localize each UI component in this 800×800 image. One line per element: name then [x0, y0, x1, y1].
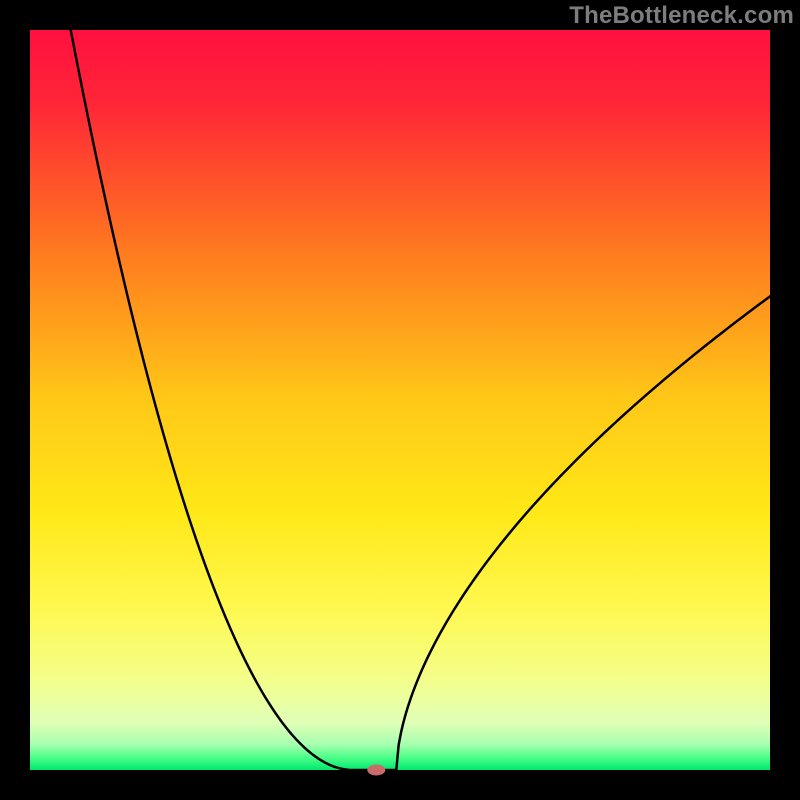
chart-svg [0, 0, 800, 800]
watermark-label: TheBottleneck.com [569, 0, 800, 30]
plot-background [30, 30, 770, 770]
min-marker [367, 765, 385, 776]
chart-stage: TheBottleneck.com [0, 0, 800, 800]
